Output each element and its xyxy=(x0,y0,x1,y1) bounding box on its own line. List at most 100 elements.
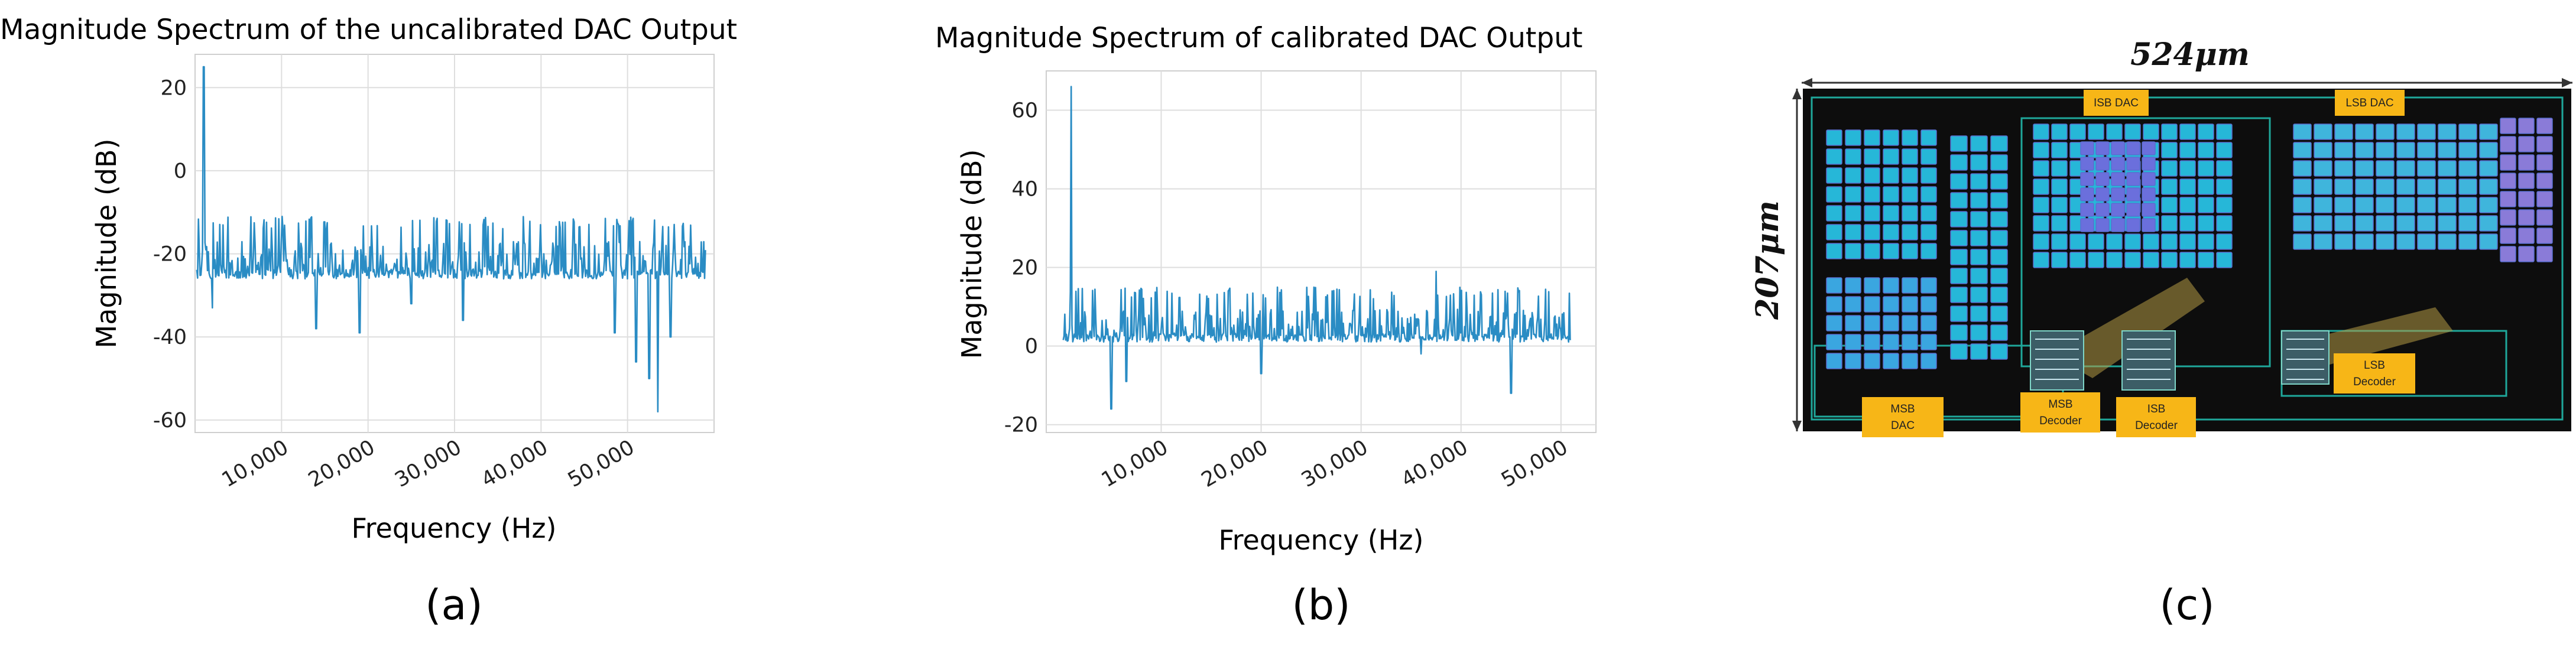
isb-dac-cell xyxy=(2143,233,2159,250)
msb-dac-cell xyxy=(1950,192,1968,209)
isb-dac-cell xyxy=(2161,142,2178,158)
lsb-dac-cell xyxy=(2518,227,2535,244)
isb-dac-cell xyxy=(2106,123,2123,140)
lsb-dac-cell xyxy=(2518,136,2535,152)
lsb-dac-cell xyxy=(2500,154,2516,171)
isb-dac-cell xyxy=(2126,203,2140,217)
chart-b-xlabel: Frequency (Hz) xyxy=(1219,524,1424,556)
lsb-dac-cell xyxy=(2500,227,2516,244)
panel-label-b: (b) xyxy=(1292,581,1350,629)
lsb-dac-cell xyxy=(2334,215,2353,232)
msb-decoder-tag-line2: Decoder xyxy=(2039,415,2082,427)
msb-dac-cell xyxy=(1920,167,1937,184)
isb-dac-cell xyxy=(2179,215,2196,232)
msb-dac-cell xyxy=(1883,277,1899,294)
isb-dac-cell xyxy=(2142,141,2156,155)
msb-dac-cell xyxy=(1990,343,2008,360)
lsb-dac-cell xyxy=(2458,142,2477,158)
isb-dac-cell xyxy=(2124,123,2141,140)
lsb-dac-cell xyxy=(2376,160,2395,177)
lsb-dac-cell xyxy=(2376,142,2395,158)
msb-dac-cell xyxy=(1970,343,1988,360)
lsb-dac-cell xyxy=(2293,178,2312,195)
msb-dac-cell xyxy=(1902,129,1918,146)
isb-dac-cell xyxy=(2033,215,2049,232)
isb-dac-cell xyxy=(2198,178,2214,195)
y-tick-label: 40 xyxy=(1011,178,1038,201)
msb-dac-cell xyxy=(1883,315,1899,331)
msb-dac-cell xyxy=(1950,324,1968,341)
isb-dac-cell xyxy=(2198,252,2214,268)
lsb-dac-cell xyxy=(2417,215,2436,232)
y-tick-label: 20 xyxy=(1011,256,1038,280)
lsb-dac-cell xyxy=(2518,154,2535,171)
lsb-dac-cell xyxy=(2334,178,2353,195)
chart-a-grid xyxy=(195,54,714,433)
y-tick-label: -20 xyxy=(1004,414,1038,437)
msb-dac-cell xyxy=(1990,173,2008,190)
msb-dac-cell xyxy=(1950,230,1968,246)
msb-dac-cell xyxy=(1845,186,1861,203)
msb-dac-cell xyxy=(1845,129,1861,146)
isb-dac-cell xyxy=(2143,123,2159,140)
isb-dac-cell xyxy=(2088,233,2104,250)
msb-dac-cell xyxy=(1902,224,1918,240)
msb-dac-cell xyxy=(1920,243,1937,259)
isb-dac-cell xyxy=(2051,252,2068,268)
msb-dac-cell xyxy=(1970,287,1988,303)
isb-dac-cell xyxy=(2095,203,2110,217)
msb-decoder-tag-line1: MSB xyxy=(2048,398,2072,411)
msb-dac-tag-line2: DAC xyxy=(1891,420,1915,432)
msb-dac-cell xyxy=(1902,353,1918,369)
lsb-dac-label: LSB DAC xyxy=(2345,97,2393,109)
msb-dac-cell xyxy=(1883,167,1899,184)
lsb-dac-cell xyxy=(2314,215,2332,232)
isb-dac-cell xyxy=(2111,172,2125,186)
lsb-dac-cell xyxy=(2293,160,2312,177)
lsb-dac-cell xyxy=(2438,178,2457,195)
lsb-dac-cell xyxy=(2334,160,2353,177)
isb-dac-cell xyxy=(2216,252,2233,268)
lsb-dac-cell xyxy=(2417,142,2436,158)
lsb-dac-cell xyxy=(2518,118,2535,134)
msb-dac-cell xyxy=(1826,224,1842,240)
x-tick-label: 40,000 xyxy=(1397,435,1472,492)
msb-dac-cell xyxy=(1845,148,1861,165)
isb-dac-cell xyxy=(2051,142,2068,158)
isb-dac-cell xyxy=(2051,233,2068,250)
lsb-dac-cell xyxy=(2355,197,2374,213)
msb-dac-cell xyxy=(1990,324,2008,341)
lsb-dac-cell xyxy=(2334,142,2353,158)
isb-dac-cell xyxy=(2216,215,2233,232)
lsb-dac-cell xyxy=(2479,160,2498,177)
msb-dac-cell xyxy=(1883,205,1899,222)
isb-dac-cell xyxy=(2142,218,2156,232)
msb-dac-cell xyxy=(1826,334,1842,350)
msb-dac-cell xyxy=(1826,243,1842,259)
msb-dac-cell xyxy=(1902,277,1918,294)
lsb-decoder-tag-line2: Decoder xyxy=(2353,376,2396,388)
isb-dac-label: ISB DAC xyxy=(2094,97,2139,109)
chart-a-y-ticks: -60 -40 -20 0 20 xyxy=(153,76,187,433)
isb-dac-cell xyxy=(2106,252,2123,268)
isb-dac-cell xyxy=(2080,187,2094,201)
isb-dac-cell xyxy=(2198,197,2214,213)
isb-dac-cell xyxy=(2126,218,2140,232)
msb-dac-cell xyxy=(1864,277,1880,294)
msb-dac-cell xyxy=(1902,205,1918,222)
isb-dac-cell xyxy=(2161,233,2178,250)
lsb-dac-cell xyxy=(2355,123,2374,140)
msb-dac-cell xyxy=(1826,148,1842,165)
panel-label-a: (a) xyxy=(425,581,483,629)
width-dimension-label: 524μm xyxy=(2130,37,2250,73)
msb-dac-cell xyxy=(1902,296,1918,313)
lsb-dac-cell xyxy=(2396,197,2415,213)
msb-dac-cell xyxy=(1902,186,1918,203)
y-tick-label: -40 xyxy=(153,326,187,349)
chart-b-plot-area xyxy=(1046,70,1597,433)
isb-dac-cell xyxy=(2088,123,2104,140)
lsb-dac-cell xyxy=(2376,215,2395,232)
isb-dac-cell xyxy=(2033,233,2049,250)
isb-dac-cell xyxy=(2051,123,2068,140)
